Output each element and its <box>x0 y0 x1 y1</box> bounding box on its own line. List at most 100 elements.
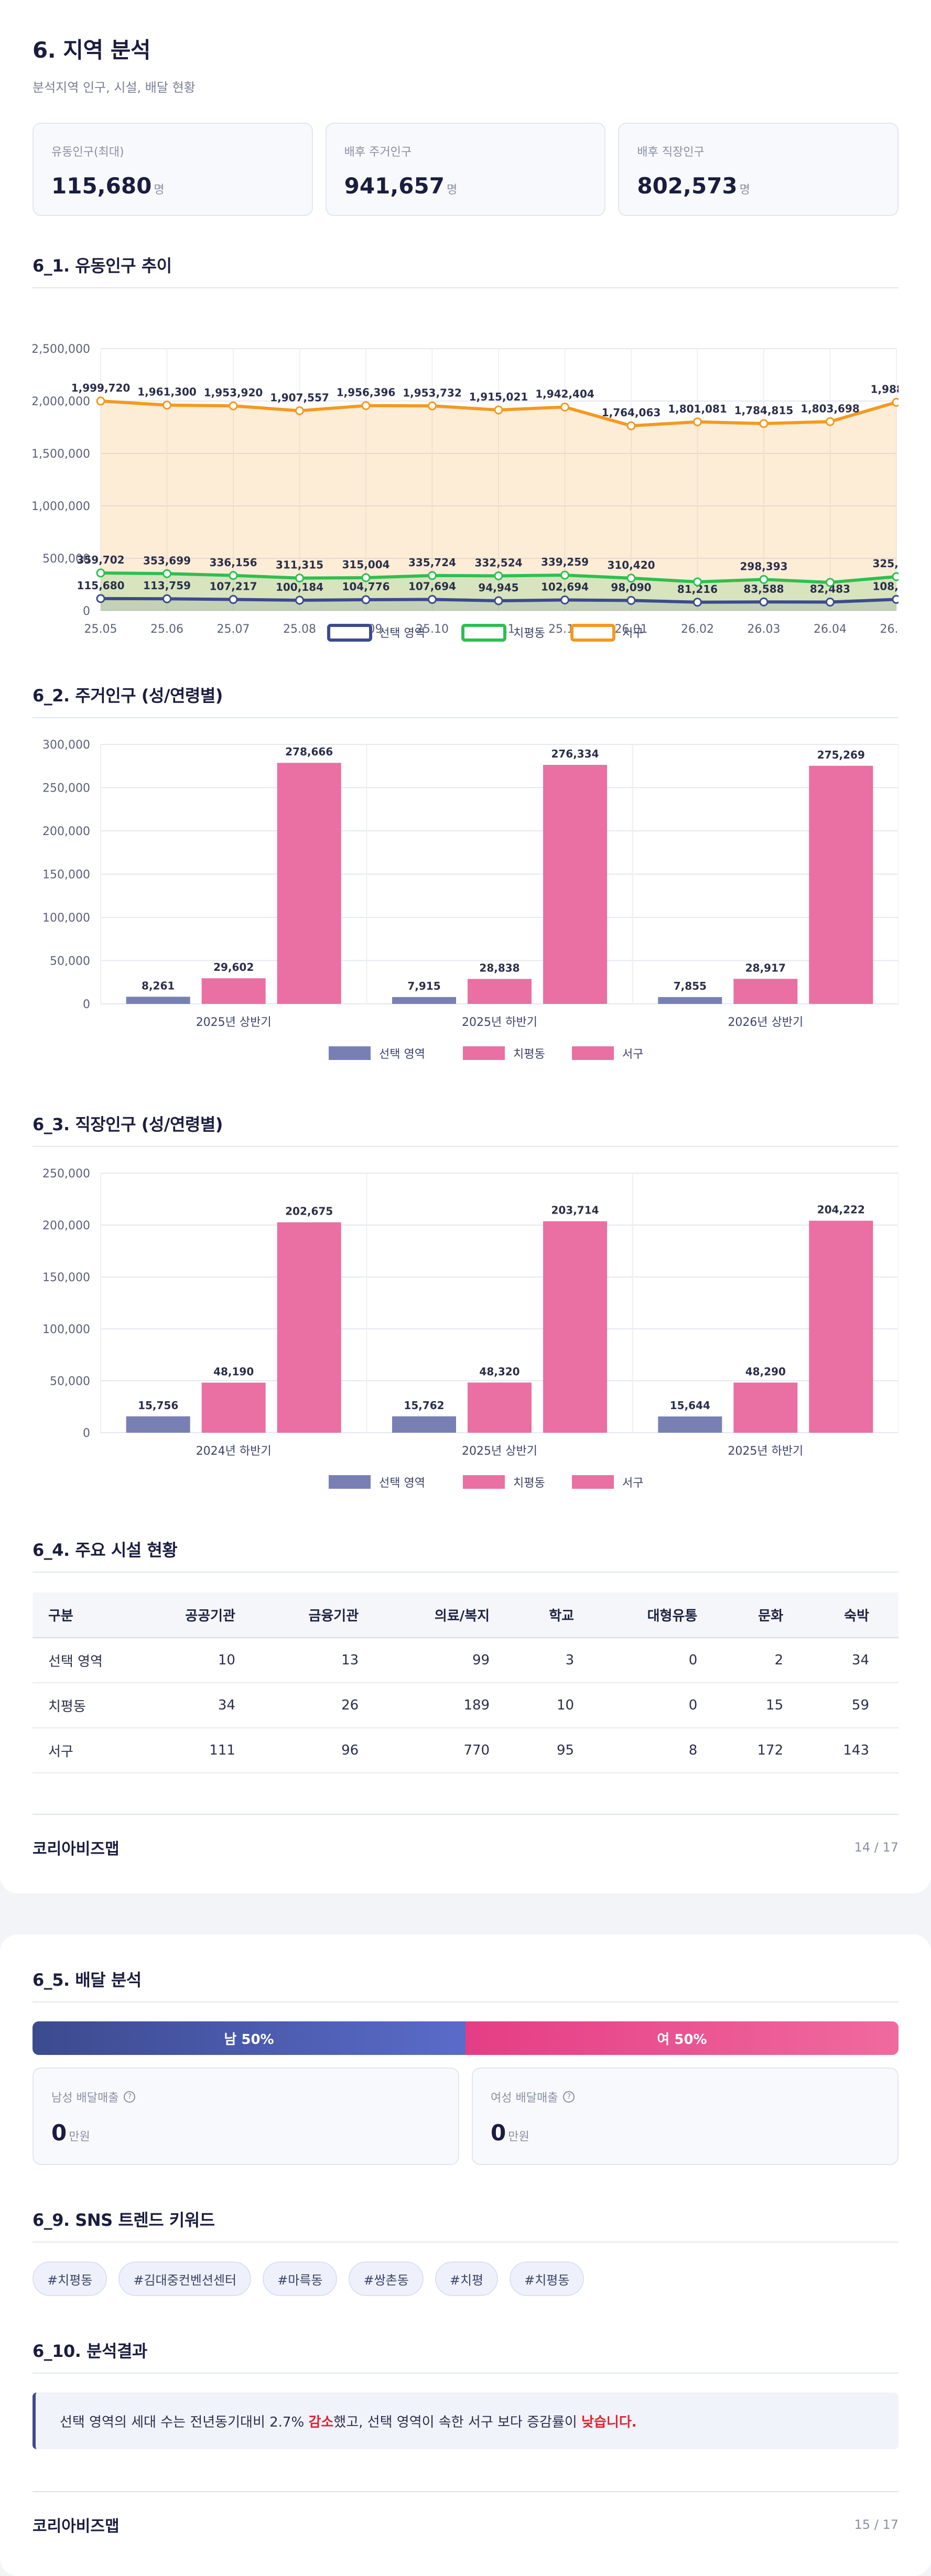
table-cell: 172 <box>727 1728 813 1773</box>
data-label: 29,602 <box>213 961 254 973</box>
data-point <box>361 573 371 582</box>
section-title: 6_5. 배달 분석 <box>33 1967 898 2003</box>
x-tick-label: 2025년 상반기 <box>196 1016 272 1029</box>
table-header: 금융기관 <box>264 1593 388 1638</box>
legend-swatch <box>463 1046 505 1060</box>
data-label: 315,004 <box>342 558 389 571</box>
card-label: 여성 배달매출 <box>491 2092 558 2105</box>
result-highlight: 감소 <box>308 2414 334 2430</box>
keyword-tag[interactable]: #치평 <box>435 2261 499 2296</box>
data-label: 108,415 <box>872 580 898 592</box>
data-point <box>826 578 835 587</box>
data-label: 202,675 <box>285 1205 333 1218</box>
data-point <box>229 401 238 410</box>
bar <box>392 997 456 1004</box>
data-point <box>96 396 105 406</box>
data-point <box>560 570 569 580</box>
table-cell: 10 <box>141 1638 265 1683</box>
x-tick-label: 26.03 <box>748 623 781 636</box>
y-tick-label: 250,000 <box>42 1167 90 1181</box>
table-cell: 95 <box>519 1728 604 1773</box>
gender-bar-female: 여 50% <box>465 2021 898 2055</box>
table-cell: 13 <box>264 1638 388 1683</box>
table-header: 문화 <box>727 1593 813 1638</box>
section-title: 6_2. 주거인구 (성/연령별) <box>33 683 898 718</box>
keyword-tag[interactable]: #김대중컨벤션센터 <box>118 2261 252 2296</box>
data-label: 104,776 <box>342 580 389 593</box>
data-point <box>295 406 304 415</box>
table-cell: 59 <box>813 1683 898 1728</box>
legend-swatch <box>572 1046 614 1060</box>
data-label: 28,917 <box>745 961 786 974</box>
table-cell: 96 <box>264 1728 388 1773</box>
legend-label: 치평동 <box>513 1477 545 1490</box>
y-tick-label: 1,000,000 <box>33 500 90 513</box>
data-label: 1,942,404 <box>535 388 594 401</box>
section-floating-population: 6_1. 유동인구 추이 0 500,000 1,000,000 1,500,000 2… <box>31 253 922 647</box>
page-footer: 코리아비즈맵 15 / 17 <box>33 2491 898 2536</box>
data-label: 48,190 <box>213 1366 254 1378</box>
bar <box>126 997 190 1004</box>
data-point <box>96 568 105 578</box>
table-cell: 8 <box>603 1728 727 1773</box>
data-label: 107,217 <box>209 580 257 593</box>
data-label: 1,764,063 <box>602 406 661 419</box>
data-label: 1,956,396 <box>337 386 396 399</box>
stat-label: 배후 직장인구 <box>637 146 705 159</box>
y-tick-label: 50,000 <box>50 1375 90 1388</box>
stat-unit: 명 <box>154 183 165 197</box>
result-text: 선택 영역의 세대 수는 전년동기대비 2.7% 감소했고, 선택 영역이 속한… <box>60 2414 637 2430</box>
table-cell: 189 <box>388 1683 519 1728</box>
section-title: 6_3. 직장인구 (성/연령별) <box>33 1111 898 1147</box>
y-tick-label: 500,000 <box>42 553 90 566</box>
footer-brand: 코리아비즈맵 <box>33 1840 120 1858</box>
y-tick-label: 200,000 <box>42 1219 90 1232</box>
bar <box>658 997 722 1004</box>
stat-card-workplace: 배후 직장인구 802,573 명 <box>618 123 899 216</box>
y-tick-label: 150,000 <box>42 1271 90 1284</box>
stat-card-residential: 배후 주거인구 941,657 명 <box>325 123 606 216</box>
page-number: 14 / 17 <box>854 1840 898 1855</box>
table-header: 숙박 <box>813 1593 898 1638</box>
legend-label: 서구 <box>622 1477 643 1490</box>
series-area <box>101 401 896 611</box>
card-value: 0 <box>51 2120 67 2146</box>
keyword-tag[interactable]: #마륵동 <box>263 2261 338 2296</box>
data-point <box>428 594 437 604</box>
y-tick-label: 100,000 <box>42 1323 90 1336</box>
stat-unit: 명 <box>739 183 750 197</box>
data-point <box>361 401 371 410</box>
delivery-cards: 남성 배달매출 ? 0 만원 여성 배달매출 ? 0 만원 <box>33 2068 898 2165</box>
bar <box>277 1222 341 1433</box>
page-number: 15 / 17 <box>854 2517 898 2532</box>
keyword-tag[interactable]: #치평동 <box>33 2261 107 2296</box>
table-row: 치평동 34 26 189 10 0 15 59 <box>33 1683 898 1728</box>
data-point <box>826 598 835 607</box>
y-tick-label: 0 <box>83 998 90 1011</box>
table-header: 대형유통 <box>603 1593 727 1638</box>
male-delivery-card: 남성 배달매출 ? 0 만원 <box>33 2068 459 2165</box>
data-label: 335,724 <box>408 556 456 569</box>
x-tick-label: 26.02 <box>681 623 714 636</box>
data-point <box>693 598 702 607</box>
data-label: 28,838 <box>479 961 519 974</box>
data-point <box>759 419 768 428</box>
help-icon[interactable]: ? <box>124 2091 136 2103</box>
keyword-tag[interactable]: #쌍촌동 <box>349 2261 424 2296</box>
keyword-tag[interactable]: #치평동 <box>510 2261 584 2296</box>
legend-swatch <box>570 624 615 642</box>
gender-ratio-bar: 남 50% 여 50% <box>33 2021 898 2055</box>
summary-stats: 유동인구(최대) 115,680 명 배후 주거인구 941,657 명 배후 직장… <box>33 123 899 216</box>
y-tick-label: 200,000 <box>42 825 90 838</box>
table-header: 의료/복지 <box>388 1593 519 1638</box>
bar-chart-residential: 0 50,000 100,000 150,000 200,000 250,000 300,0… <box>42 739 899 1061</box>
section-title: 6_10. 분석결과 <box>33 2338 898 2374</box>
data-label: 107,694 <box>408 580 456 592</box>
footer-brand: 코리아비즈맵 <box>33 2517 120 2536</box>
bar <box>733 1382 798 1433</box>
data-point <box>560 403 569 412</box>
table-cell: 34 <box>141 1683 265 1728</box>
data-label: 7,855 <box>674 980 707 992</box>
help-icon[interactable]: ? <box>563 2091 575 2103</box>
bar <box>392 1416 456 1433</box>
